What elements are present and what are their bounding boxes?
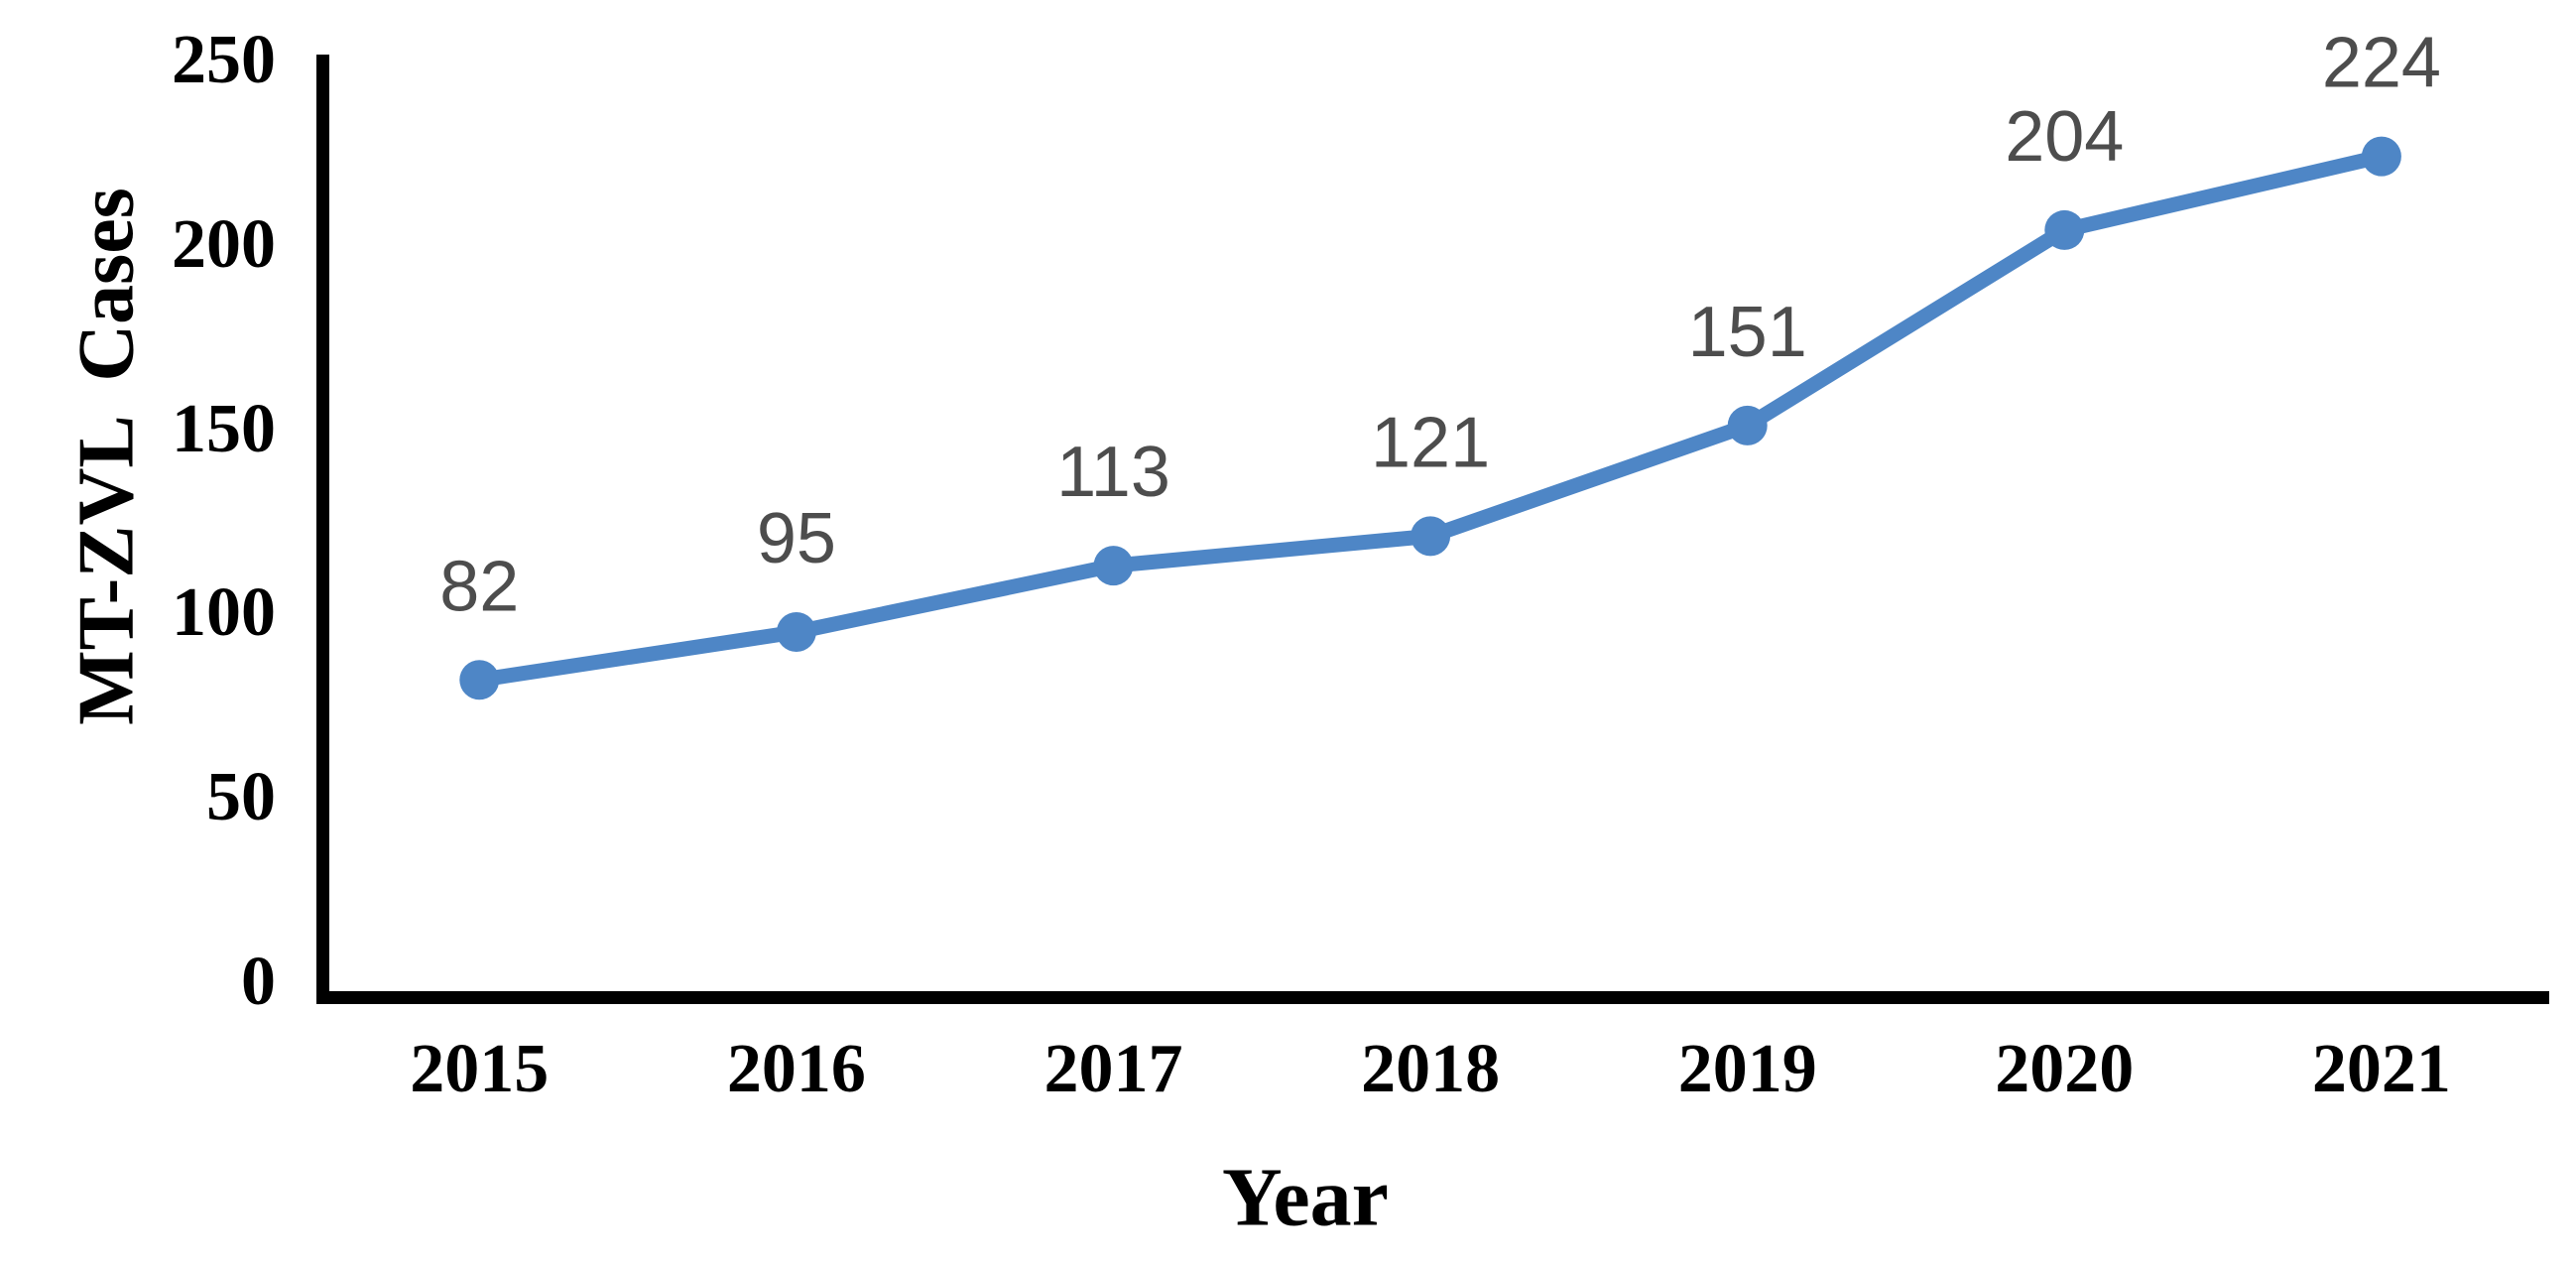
y-axis-line [316, 55, 329, 1003]
data-label: 204 [2005, 97, 2124, 177]
data-point-marker [776, 611, 816, 652]
data-label: 113 [1056, 433, 1170, 512]
x-axis-title: Year [1222, 1151, 1389, 1244]
data-point-marker [459, 660, 500, 700]
data-label: 95 [757, 499, 836, 578]
data-label: 224 [2322, 24, 2441, 103]
data-label: 151 [1688, 293, 1807, 372]
x-axis-line [316, 991, 2549, 1004]
data-point-marker [2361, 136, 2401, 177]
data-point-marker [1411, 516, 1451, 557]
data-point-marker [1727, 405, 1768, 445]
y-axis-title: MT-ZVL Cases [62, 188, 151, 725]
data-point-marker [1093, 546, 1134, 586]
data-label: 121 [1371, 403, 1490, 482]
data-point-marker [2044, 209, 2085, 250]
data-label: 82 [439, 547, 519, 626]
